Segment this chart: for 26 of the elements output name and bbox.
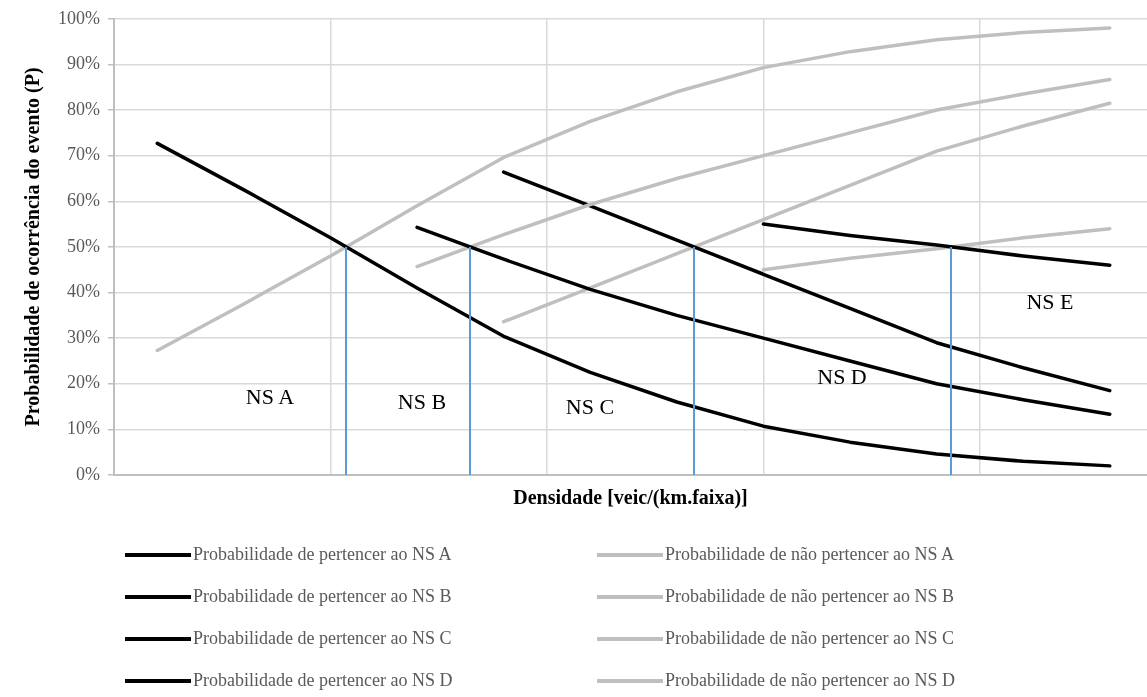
annotation: NS E — [1026, 288, 1074, 314]
annotation: NS B — [397, 388, 447, 414]
y-tick-label: 30% — [66, 326, 100, 347]
annotation: NS C — [565, 393, 615, 419]
legend-label: Probabilidade de pertencer ao NS C — [193, 628, 452, 649]
legend-label: Probabilidade de não pertencer ao NS B — [665, 586, 954, 607]
y-axis-title: Probabilidade de ocorrência do evento (P) — [21, 67, 45, 427]
y-tick-label: 50% — [66, 235, 100, 256]
annotation: NS A — [245, 383, 295, 409]
legend-label: Probabilidade de não pertencer ao NS C — [665, 628, 954, 649]
y-tick-label: 70% — [66, 144, 100, 165]
annotation: NS D — [817, 363, 867, 389]
y-tick-label: 40% — [66, 281, 100, 302]
y-tick-label: 10% — [66, 418, 100, 439]
legend-label: Probabilidade de pertencer ao NS B — [193, 586, 452, 607]
y-tick-label: 60% — [66, 190, 100, 211]
y-tick-label: 80% — [66, 98, 100, 119]
legend-label: Probabilidade de pertencer ao NS A — [193, 544, 452, 565]
legend-label: Probabilidade de não pertencer ao NS D — [665, 670, 955, 691]
legend-label: Probabilidade de pertencer ao NS D — [193, 670, 453, 691]
legend-label: Probabilidade de não pertencer ao NS A — [665, 544, 954, 565]
x-axis-title: Densidade [veic/(km.faixa)] — [513, 486, 748, 510]
y-tick-label: 20% — [66, 372, 100, 393]
y-tick-label: 100% — [57, 7, 100, 28]
y-tick-label: 0% — [75, 463, 100, 484]
y-tick-label: 90% — [66, 53, 100, 74]
